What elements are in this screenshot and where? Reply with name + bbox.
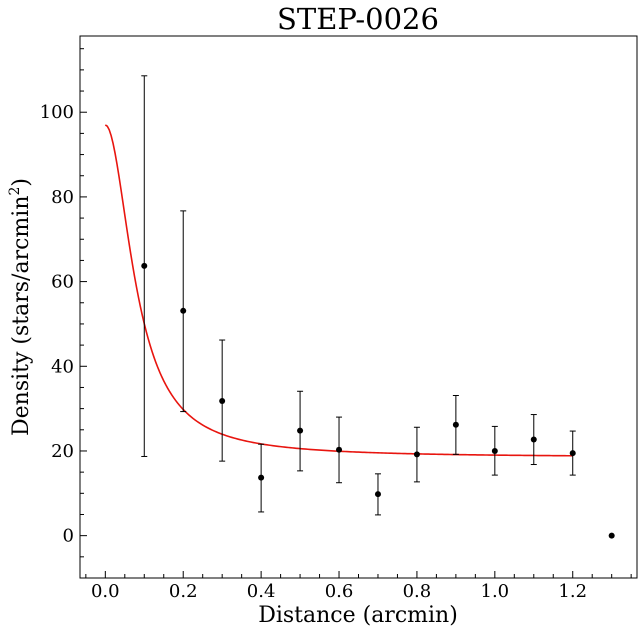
data-point (608, 532, 615, 539)
x-tick-label: 0.4 (247, 581, 276, 602)
y-axis-label-main: Density (stars/arcmin (9, 196, 34, 437)
data-point (297, 427, 304, 434)
y-tick-label: 0 (63, 526, 74, 547)
y-axis-ticks: 0 20 40 60 80 100 (40, 48, 87, 558)
x-tick-label: 1.0 (481, 581, 510, 602)
y-tick-label: 100 (40, 102, 74, 123)
data-point (452, 421, 459, 428)
data-point (180, 307, 187, 314)
data-point (258, 474, 265, 481)
fit-curve-layer (104, 124, 573, 457)
data-point (413, 451, 420, 458)
x-tick-label: 0.2 (169, 581, 198, 602)
y-tick-label: 20 (51, 441, 74, 462)
fit-curve (104, 124, 573, 457)
data-point (336, 446, 343, 453)
chart-title: STEP-0026 (277, 2, 439, 36)
plot-area (79, 35, 638, 579)
x-tick-label: 0.0 (91, 581, 120, 602)
x-tick-label: 1.2 (558, 581, 587, 602)
data-point-layer (141, 262, 615, 539)
data-point (569, 450, 576, 457)
y-axis-label-superscript: 2 (7, 187, 23, 196)
error-bar-layer (141, 75, 576, 516)
y-tick-label: 40 (51, 356, 74, 377)
x-axis-label: Distance (arcmin) (258, 603, 458, 628)
y-tick-label: 80 (51, 187, 74, 208)
y-axis-label: Density (stars/arcmin2) (7, 178, 34, 436)
data-point (491, 447, 498, 454)
data-point (374, 491, 381, 498)
data-point (530, 436, 537, 443)
x-tick-label: 0.8 (403, 581, 432, 602)
x-tick-label: 0.6 (325, 581, 354, 602)
x-axis-ticks: 0.0 0.2 0.4 0.6 0.8 1.0 1.2 (85, 571, 632, 602)
y-axis-label-suffix: ) (9, 178, 34, 187)
data-point (141, 262, 148, 269)
data-point (219, 398, 226, 405)
y-tick-label: 60 (51, 272, 74, 293)
